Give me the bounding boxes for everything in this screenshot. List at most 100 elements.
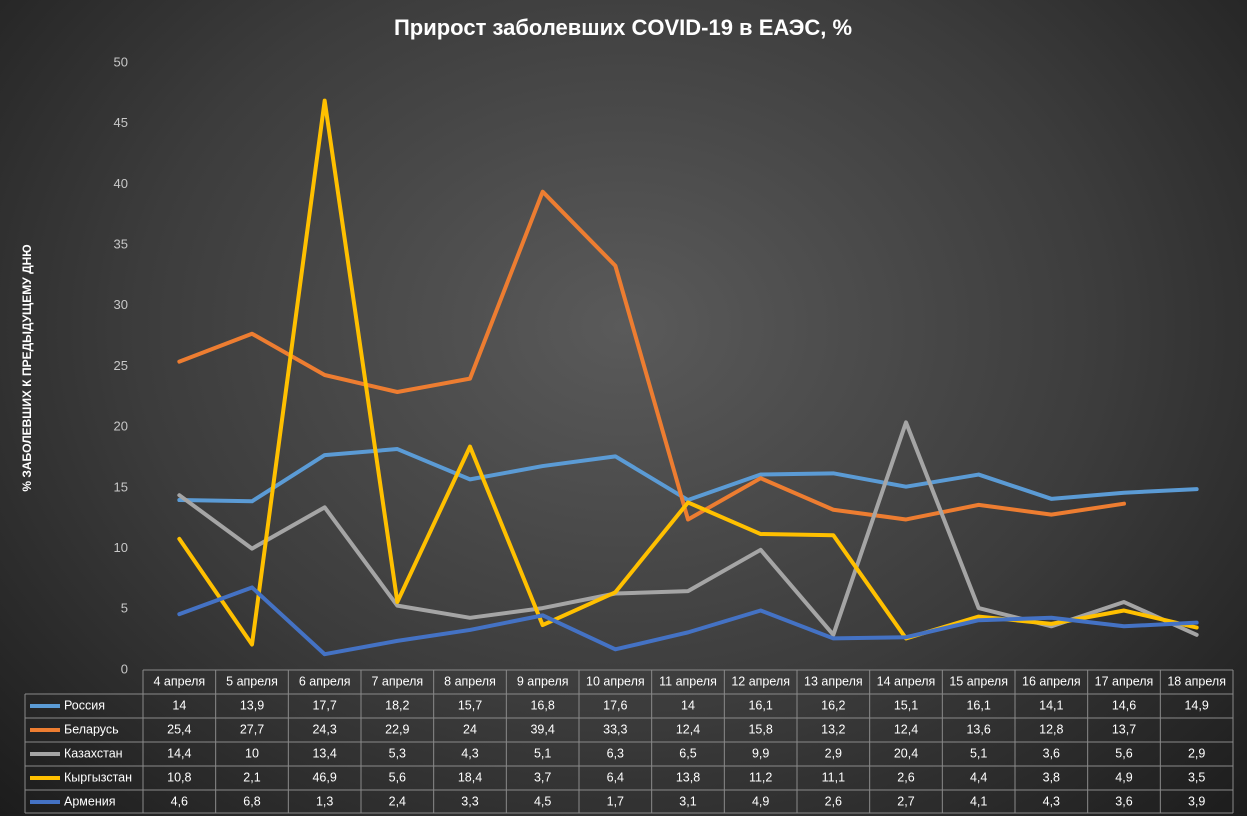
table-value: 5,3 bbox=[389, 746, 406, 760]
chart-title: Прирост заболевших COVID-19 в ЕАЭС, % bbox=[394, 15, 852, 40]
x-tick-label: 12 апреля bbox=[731, 674, 790, 688]
table-value: 4,4 bbox=[970, 770, 987, 784]
series-line bbox=[177, 98, 1199, 647]
table-value: 11,2 bbox=[749, 770, 772, 784]
series-line bbox=[177, 189, 1126, 522]
table-value: 13,7 bbox=[1112, 722, 1136, 736]
table-value: 20,4 bbox=[894, 746, 918, 760]
table-value: 4,3 bbox=[1043, 794, 1060, 808]
table-value: 15,1 bbox=[894, 698, 918, 712]
table-value: 39,4 bbox=[530, 722, 554, 736]
x-tick-label: 9 апреля bbox=[517, 674, 569, 688]
table-value: 14,1 bbox=[1039, 698, 1063, 712]
table-value: 4,1 bbox=[970, 794, 987, 808]
x-tick-label: 15 апреля bbox=[949, 674, 1008, 688]
table-value: 22,9 bbox=[385, 722, 409, 736]
legend-label: Кыргызстан bbox=[64, 770, 132, 784]
x-tick-label: 14 апреля bbox=[877, 674, 936, 688]
table-value: 13,2 bbox=[821, 722, 845, 736]
table-value: 18,4 bbox=[458, 770, 482, 784]
y-tick-label: 10 bbox=[114, 540, 128, 555]
table-value: 2,6 bbox=[825, 794, 842, 808]
table-value: 12,4 bbox=[676, 722, 700, 736]
table-value: 1,3 bbox=[316, 794, 333, 808]
legend-label: Армения bbox=[64, 794, 116, 808]
table-value: 9,9 bbox=[752, 746, 769, 760]
table-value: 2,4 bbox=[389, 794, 406, 808]
table-value: 3,1 bbox=[679, 794, 696, 808]
y-axis-label: % ЗАБОЛЕВШИХ К ПРЕДЫДУЩЕМУ ДНЮ bbox=[20, 244, 34, 491]
x-tick-label: 10 апреля bbox=[586, 674, 645, 688]
table-value: 5,1 bbox=[970, 746, 987, 760]
table-value: 24 bbox=[463, 722, 477, 736]
table-value: 2,9 bbox=[825, 746, 842, 760]
y-tick-label: 50 bbox=[114, 54, 128, 69]
table-value: 16,1 bbox=[748, 698, 772, 712]
table-value: 3,9 bbox=[1188, 794, 1205, 808]
series-line bbox=[177, 585, 1199, 657]
x-tick-label: 5 апреля bbox=[226, 674, 278, 688]
x-tick-label: 11 апреля bbox=[659, 674, 717, 688]
x-tick-label: 16 апреля bbox=[1022, 674, 1081, 688]
table-value: 5,6 bbox=[389, 770, 406, 784]
table-value: 6,5 bbox=[679, 746, 696, 760]
table-value: 14 bbox=[681, 698, 695, 712]
table-value: 13,8 bbox=[676, 770, 700, 784]
legend-label: Казахстан bbox=[64, 746, 123, 760]
table-value: 4,9 bbox=[752, 794, 769, 808]
table-value: 15,8 bbox=[748, 722, 772, 736]
table-value: 27,7 bbox=[240, 722, 264, 736]
y-tick-label: 5 bbox=[121, 601, 128, 616]
x-tick-label: 4 апреля bbox=[153, 674, 205, 688]
table-value: 11,1 bbox=[822, 770, 845, 784]
y-tick-label: 40 bbox=[114, 176, 128, 191]
table-value: 12,8 bbox=[1039, 722, 1063, 736]
table-value: 2,1 bbox=[243, 770, 260, 784]
table-value: 14,6 bbox=[1112, 698, 1136, 712]
table-value: 6,8 bbox=[243, 794, 260, 808]
x-tick-label: 18 апреля bbox=[1167, 674, 1226, 688]
table-value: 14 bbox=[172, 698, 186, 712]
table-value: 25,4 bbox=[167, 722, 191, 736]
y-tick-label: 20 bbox=[114, 419, 128, 434]
legend-label: Россия bbox=[64, 698, 105, 712]
table-value: 1,7 bbox=[607, 794, 624, 808]
table-value: 16,1 bbox=[966, 698, 990, 712]
table-value: 14,4 bbox=[167, 746, 191, 760]
table-value: 24,3 bbox=[312, 722, 336, 736]
table-value: 3,5 bbox=[1188, 770, 1205, 784]
table-value: 2,9 bbox=[1188, 746, 1205, 760]
table-value: 13,6 bbox=[966, 722, 990, 736]
x-tick-label: 7 апреля bbox=[371, 674, 423, 688]
table-value: 12,4 bbox=[894, 722, 918, 736]
y-tick-label: 25 bbox=[114, 358, 128, 373]
table-value: 3,7 bbox=[534, 770, 551, 784]
table-value: 10,8 bbox=[167, 770, 191, 784]
table-value: 4,3 bbox=[461, 746, 478, 760]
table-value: 3,6 bbox=[1043, 746, 1060, 760]
table-value: 33,3 bbox=[603, 722, 627, 736]
table-value: 3,8 bbox=[1043, 770, 1060, 784]
table-value: 5,6 bbox=[1115, 746, 1132, 760]
table-value: 15,7 bbox=[458, 698, 482, 712]
table-value: 16,2 bbox=[821, 698, 845, 712]
table-value: 3,3 bbox=[461, 794, 478, 808]
table-value: 5,1 bbox=[534, 746, 551, 760]
table-value: 14,9 bbox=[1184, 698, 1208, 712]
y-tick-label: 30 bbox=[114, 297, 128, 312]
table-value: 4,9 bbox=[1115, 770, 1132, 784]
y-tick-label: 45 bbox=[114, 115, 128, 130]
table-value: 16,8 bbox=[530, 698, 554, 712]
x-tick-label: 17 апреля bbox=[1095, 674, 1154, 688]
table-value: 46,9 bbox=[312, 770, 336, 784]
table-value: 3,6 bbox=[1115, 794, 1132, 808]
series-line bbox=[177, 447, 1199, 504]
table-value: 4,6 bbox=[171, 794, 188, 808]
x-tick-label: 13 апреля bbox=[804, 674, 863, 688]
y-tick-label: 0 bbox=[121, 661, 128, 676]
x-tick-label: 8 апреля bbox=[444, 674, 496, 688]
table-value: 10 bbox=[245, 746, 259, 760]
table-value: 13,9 bbox=[240, 698, 264, 712]
